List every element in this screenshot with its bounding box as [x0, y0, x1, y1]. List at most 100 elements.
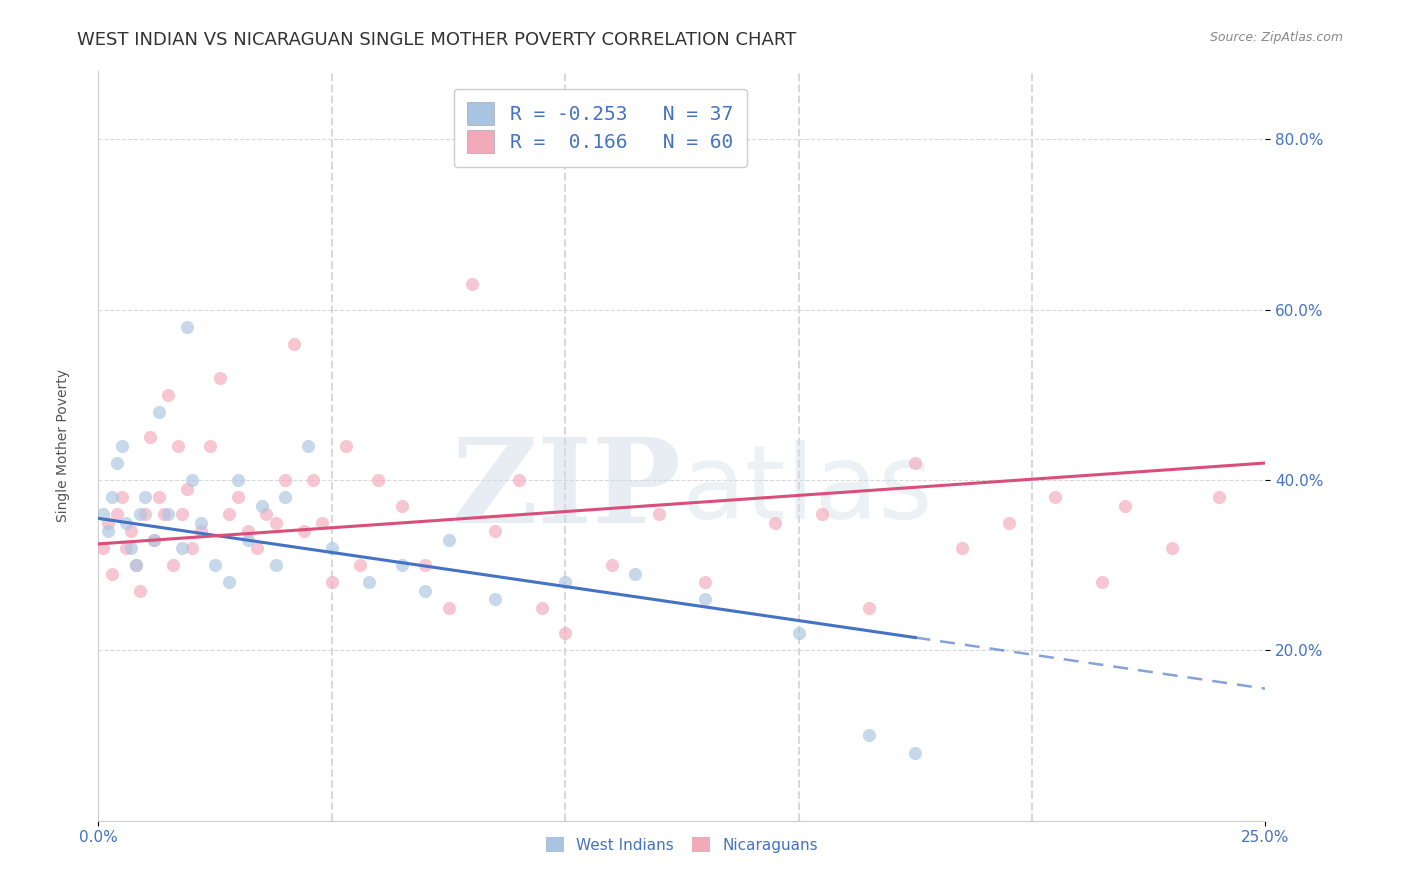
Point	[125, 558, 148, 573]
Point	[115, 516, 138, 530]
Point	[787, 626, 810, 640]
Text: ZIP: ZIP	[451, 434, 682, 549]
Point	[264, 516, 287, 530]
Point	[297, 439, 319, 453]
Text: WEST INDIAN VS NICARAGUAN SINGLE MOTHER POVERTY CORRELATION CHART: WEST INDIAN VS NICARAGUAN SINGLE MOTHER …	[77, 31, 797, 49]
Legend: West Indians, Nicaraguans: West Indians, Nicaraguans	[536, 828, 828, 862]
Point	[763, 516, 786, 530]
Point	[484, 592, 506, 607]
Point	[180, 473, 202, 487]
Point	[172, 507, 194, 521]
Point	[283, 336, 305, 351]
Point	[91, 507, 114, 521]
Point	[200, 439, 222, 453]
Point	[274, 490, 297, 504]
Point	[256, 507, 278, 521]
Point	[904, 456, 927, 470]
Point	[204, 558, 226, 573]
Point	[162, 558, 184, 573]
Point	[858, 600, 880, 615]
Point	[129, 507, 152, 521]
Point	[461, 277, 484, 292]
Point	[176, 319, 198, 334]
Point	[97, 516, 120, 530]
Point	[190, 516, 212, 530]
Point	[134, 490, 156, 504]
Point	[1091, 575, 1114, 590]
Point	[125, 558, 148, 573]
Point	[264, 558, 287, 573]
Point	[950, 541, 973, 556]
Point	[166, 439, 188, 453]
Point	[134, 507, 156, 521]
Point	[997, 516, 1019, 530]
Point	[172, 541, 194, 556]
Point	[236, 524, 259, 538]
Point	[624, 566, 647, 581]
Point	[311, 516, 333, 530]
Point	[391, 558, 413, 573]
Point	[484, 524, 506, 538]
Point	[152, 507, 174, 521]
Point	[1114, 499, 1136, 513]
Point	[228, 473, 250, 487]
Point	[120, 524, 142, 538]
Point	[228, 490, 250, 504]
Point	[1045, 490, 1067, 504]
Point	[858, 729, 880, 743]
Point	[530, 600, 553, 615]
Point	[367, 473, 389, 487]
Point	[115, 541, 138, 556]
Point	[105, 507, 128, 521]
Point	[157, 507, 180, 521]
Point	[176, 482, 198, 496]
Point	[292, 524, 315, 538]
Point	[391, 499, 413, 513]
Point	[129, 583, 152, 598]
Point	[246, 541, 269, 556]
Point	[647, 507, 669, 521]
Point	[218, 507, 240, 521]
Point	[811, 507, 834, 521]
Point	[101, 490, 124, 504]
Point	[302, 473, 325, 487]
Point	[349, 558, 371, 573]
Point	[554, 626, 576, 640]
Point	[97, 524, 120, 538]
Point	[139, 430, 162, 444]
Point	[101, 566, 124, 581]
Point	[695, 575, 717, 590]
Point	[236, 533, 259, 547]
Point	[321, 541, 343, 556]
Point	[600, 558, 623, 573]
Point	[105, 456, 128, 470]
Point	[148, 490, 170, 504]
Point	[218, 575, 240, 590]
Point	[437, 600, 460, 615]
Text: Single Mother Poverty: Single Mother Poverty	[56, 369, 70, 523]
Point	[143, 533, 166, 547]
Text: Source: ZipAtlas.com: Source: ZipAtlas.com	[1209, 31, 1343, 45]
Point	[111, 490, 134, 504]
Text: atlas: atlas	[682, 441, 934, 541]
Point	[274, 473, 297, 487]
Point	[437, 533, 460, 547]
Point	[148, 405, 170, 419]
Point	[904, 746, 927, 760]
Point	[335, 439, 357, 453]
Point	[190, 524, 212, 538]
Point	[1161, 541, 1184, 556]
Point	[554, 575, 576, 590]
Point	[91, 541, 114, 556]
Point	[695, 592, 717, 607]
Point	[413, 558, 436, 573]
Point	[120, 541, 142, 556]
Point	[208, 371, 231, 385]
Point	[180, 541, 202, 556]
Point	[143, 533, 166, 547]
Point	[250, 499, 273, 513]
Point	[157, 388, 180, 402]
Point	[359, 575, 381, 590]
Point	[1208, 490, 1230, 504]
Point	[508, 473, 530, 487]
